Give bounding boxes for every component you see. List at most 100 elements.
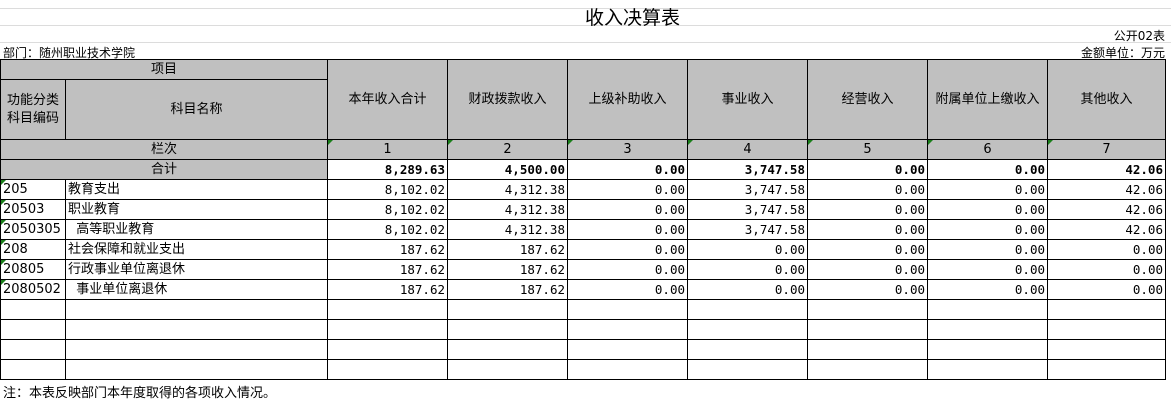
cell-value[interactable]: 0.00 xyxy=(567,239,688,260)
empty-cell[interactable] xyxy=(567,319,688,340)
cell-value[interactable]: 8,102.02 xyxy=(327,219,448,240)
cell-value[interactable]: 0.00 xyxy=(1047,279,1166,300)
empty-cell[interactable] xyxy=(0,319,66,340)
subject-name[interactable]: 教育支出 xyxy=(65,179,328,200)
cell-value[interactable]: 187.62 xyxy=(327,239,448,260)
cell-value[interactable]: 0.00 xyxy=(567,259,688,280)
cell-value[interactable]: 3,747.58 xyxy=(687,219,808,240)
empty-cell[interactable] xyxy=(927,319,1048,340)
cell-value[interactable]: 187.62 xyxy=(447,279,568,300)
subject-code[interactable]: 205 xyxy=(0,179,66,200)
total-value[interactable]: 4,500.00 xyxy=(447,159,568,180)
cell-value[interactable]: 0.00 xyxy=(927,219,1048,240)
empty-cell[interactable] xyxy=(65,359,328,380)
cell-value[interactable]: 0.00 xyxy=(807,219,928,240)
empty-cell[interactable] xyxy=(687,319,808,340)
cell-value[interactable]: 0.00 xyxy=(927,259,1048,280)
cell-value[interactable]: 0.00 xyxy=(687,239,808,260)
empty-cell[interactable] xyxy=(0,359,66,380)
cell-value[interactable]: 0.00 xyxy=(567,219,688,240)
cell-value[interactable]: 0.00 xyxy=(927,179,1048,200)
subject-name[interactable]: 行政事业单位离退休 xyxy=(65,259,328,280)
cell-value[interactable]: 0.00 xyxy=(807,179,928,200)
empty-cell[interactable] xyxy=(807,359,928,380)
cell-value[interactable]: 0.00 xyxy=(807,279,928,300)
cell-value[interactable]: 0.00 xyxy=(807,239,928,260)
cell-value[interactable]: 42.06 xyxy=(1047,179,1166,200)
cell-value[interactable]: 0.00 xyxy=(567,199,688,220)
empty-cell[interactable] xyxy=(447,359,568,380)
empty-cell[interactable] xyxy=(807,319,928,340)
empty-cell[interactable] xyxy=(1047,319,1166,340)
empty-cell[interactable] xyxy=(567,299,688,320)
cell-value[interactable]: 4,312.38 xyxy=(447,179,568,200)
total-value[interactable]: 0.00 xyxy=(927,159,1048,180)
cell-value[interactable]: 0.00 xyxy=(567,279,688,300)
cell-value[interactable]: 187.62 xyxy=(327,259,448,280)
cell-value[interactable]: 0.00 xyxy=(807,199,928,220)
subject-code[interactable]: 20805 xyxy=(0,259,66,280)
cell-value[interactable]: 187.62 xyxy=(447,239,568,260)
empty-cell[interactable] xyxy=(327,339,448,360)
empty-cell[interactable] xyxy=(927,299,1048,320)
subject-code[interactable]: 208 xyxy=(0,239,66,260)
subject-name[interactable]: 事业单位离退休 xyxy=(65,279,328,300)
empty-cell[interactable] xyxy=(65,339,328,360)
empty-cell[interactable] xyxy=(447,299,568,320)
cell-value[interactable]: 4,312.38 xyxy=(447,219,568,240)
cell-value[interactable]: 187.62 xyxy=(327,279,448,300)
empty-cell[interactable] xyxy=(0,339,66,360)
empty-cell[interactable] xyxy=(567,339,688,360)
empty-cell[interactable] xyxy=(807,339,928,360)
empty-cell[interactable] xyxy=(807,299,928,320)
empty-cell[interactable] xyxy=(567,359,688,380)
subject-code[interactable]: 2080502 xyxy=(0,279,66,300)
cell-value[interactable]: 0.00 xyxy=(927,199,1048,220)
empty-cell[interactable] xyxy=(0,299,66,320)
cell-value[interactable]: 0.00 xyxy=(807,259,928,280)
subject-name[interactable]: 高等职业教育 xyxy=(65,219,328,240)
cell-value[interactable]: 187.62 xyxy=(447,259,568,280)
empty-cell[interactable] xyxy=(447,319,568,340)
cell-value[interactable]: 3,747.58 xyxy=(687,179,808,200)
header-project: 项目 xyxy=(0,59,328,80)
cell-value[interactable]: 8,102.02 xyxy=(327,179,448,200)
empty-cell[interactable] xyxy=(687,359,808,380)
cell-value[interactable]: 4,312.38 xyxy=(447,199,568,220)
empty-cell[interactable] xyxy=(1047,339,1166,360)
cell-value[interactable]: 42.06 xyxy=(1047,199,1166,220)
subject-name[interactable]: 社会保障和就业支出 xyxy=(65,239,328,260)
empty-cell[interactable] xyxy=(927,359,1048,380)
empty-row xyxy=(0,359,1166,380)
cell-value[interactable]: 8,102.02 xyxy=(327,199,448,220)
table-row: 20805 行政事业单位离退休 187.62 187.62 0.00 0.00 0.00 0.… xyxy=(0,259,1166,280)
cell-value[interactable]: 0.00 xyxy=(927,239,1048,260)
empty-cell[interactable] xyxy=(687,299,808,320)
empty-cell[interactable] xyxy=(65,299,328,320)
cell-value[interactable]: 0.00 xyxy=(687,279,808,300)
total-value[interactable]: 3,747.58 xyxy=(687,159,808,180)
subject-code[interactable]: 20503 xyxy=(0,199,66,220)
subject-code[interactable]: 2050305 xyxy=(0,219,66,240)
cell-value[interactable]: 42.06 xyxy=(1047,219,1166,240)
empty-cell[interactable] xyxy=(327,359,448,380)
total-value[interactable]: 0.00 xyxy=(807,159,928,180)
empty-cell[interactable] xyxy=(447,339,568,360)
empty-cell[interactable] xyxy=(927,339,1048,360)
total-value[interactable]: 8,289.63 xyxy=(327,159,448,180)
empty-cell[interactable] xyxy=(1047,299,1166,320)
empty-cell[interactable] xyxy=(687,339,808,360)
cell-value[interactable]: 0.00 xyxy=(687,259,808,280)
cell-value[interactable]: 0.00 xyxy=(1047,239,1166,260)
cell-value[interactable]: 0.00 xyxy=(1047,259,1166,280)
empty-cell[interactable] xyxy=(327,299,448,320)
total-value[interactable]: 0.00 xyxy=(567,159,688,180)
subject-name[interactable]: 职业教育 xyxy=(65,199,328,220)
total-value[interactable]: 42.06 xyxy=(1047,159,1166,180)
empty-cell[interactable] xyxy=(65,319,328,340)
cell-value[interactable]: 0.00 xyxy=(927,279,1048,300)
cell-value[interactable]: 0.00 xyxy=(567,179,688,200)
empty-cell[interactable] xyxy=(1047,359,1166,380)
empty-cell[interactable] xyxy=(327,319,448,340)
cell-value[interactable]: 3,747.58 xyxy=(687,199,808,220)
